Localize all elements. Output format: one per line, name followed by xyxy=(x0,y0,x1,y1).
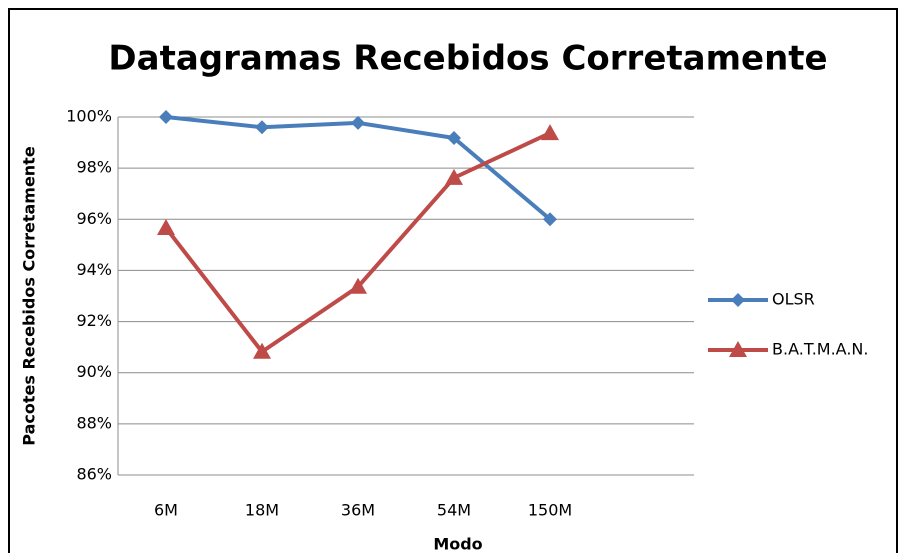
y-axis-label: Pacotes Recebidos Corretamente xyxy=(20,146,39,446)
x-tick-label: 54M xyxy=(437,501,471,520)
y-tick-label: 96% xyxy=(76,209,112,228)
data-point xyxy=(447,130,461,145)
y-tick-label: 98% xyxy=(76,158,112,177)
x-tick-label: 6M xyxy=(154,501,178,520)
y-tick-label: 88% xyxy=(76,413,112,432)
y-tick-label: 92% xyxy=(76,311,112,330)
y-tick-label: 86% xyxy=(76,465,112,484)
y-tick-label: 100% xyxy=(66,107,112,126)
data-point xyxy=(159,110,173,124)
data-point xyxy=(253,342,271,359)
legend-label: OLSR xyxy=(772,290,815,309)
data-point xyxy=(445,168,463,185)
legend-marker xyxy=(731,293,745,307)
x-tick-label: 18M xyxy=(245,501,279,520)
x-axis-label: Modo xyxy=(433,535,482,553)
data-point xyxy=(255,120,269,135)
data-point xyxy=(543,212,557,227)
x-tick-label: 36M xyxy=(341,501,375,520)
data-point xyxy=(349,277,367,294)
chart-title: Datagramas Recebidos Corretamente xyxy=(108,39,827,79)
data-point xyxy=(541,124,559,141)
y-tick-label: 90% xyxy=(76,362,112,381)
x-tick-label: 150M xyxy=(528,501,572,520)
y-tick-label: 94% xyxy=(76,260,112,279)
chart-frame xyxy=(8,8,898,553)
data-point xyxy=(157,218,175,235)
data-point xyxy=(351,115,365,130)
legend-marker xyxy=(729,341,747,357)
legend-label: B.A.T.M.A.N. xyxy=(772,340,868,359)
